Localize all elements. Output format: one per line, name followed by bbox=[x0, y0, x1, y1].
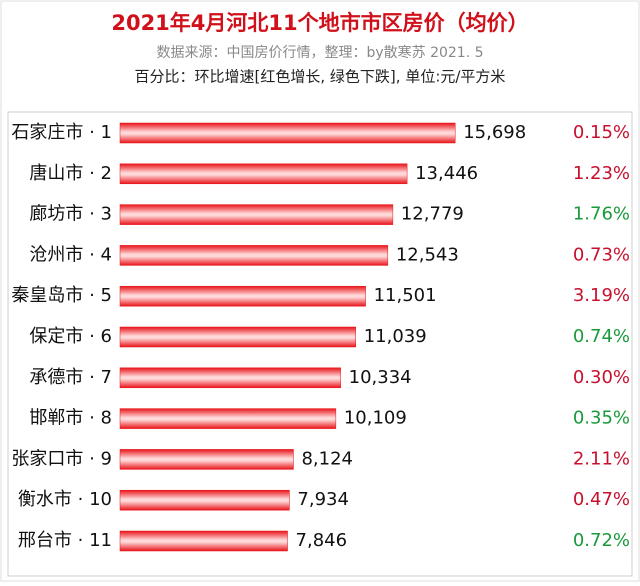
bar bbox=[119, 245, 389, 266]
category-label: 唐山市 · 2 bbox=[29, 163, 112, 184]
category-label: 沧州市 · 4 bbox=[29, 244, 112, 265]
change-label: 0.35% bbox=[573, 408, 630, 429]
value-label: 10,334 bbox=[349, 367, 412, 388]
value-label: 7,934 bbox=[297, 489, 349, 510]
plot-frame bbox=[7, 111, 633, 577]
category-label: 衡水市 · 10 bbox=[18, 489, 112, 510]
bar bbox=[119, 122, 456, 144]
bar bbox=[119, 489, 290, 511]
category-label: 邢台市 · 11 bbox=[18, 530, 112, 551]
value-label: 11,039 bbox=[364, 326, 427, 347]
bar bbox=[119, 449, 294, 470]
bar bbox=[119, 163, 408, 185]
change-label: 0.74% bbox=[573, 326, 630, 347]
change-label: 0.73% bbox=[573, 244, 630, 265]
bar bbox=[119, 285, 366, 307]
bar bbox=[119, 408, 337, 429]
bar bbox=[119, 204, 394, 225]
change-label: 3.19% bbox=[573, 285, 630, 306]
value-label: 13,446 bbox=[415, 163, 478, 184]
change-label: 0.72% bbox=[573, 530, 630, 551]
category-label: 邯郸市 · 8 bbox=[29, 408, 112, 429]
value-label: 12,543 bbox=[396, 244, 459, 265]
chart-note: 百分比：环比增速[红色增长, 绿色下跌], 单位:元/平方米 bbox=[135, 68, 506, 86]
category-label: 承德市 · 7 bbox=[29, 367, 112, 388]
change-label: 0.47% bbox=[573, 489, 630, 510]
category-label: 保定市 · 6 bbox=[29, 326, 112, 347]
value-label: 15,698 bbox=[463, 122, 526, 143]
category-label: 秦皇岛市 · 5 bbox=[11, 285, 112, 306]
category-label: 石家庄市 · 1 bbox=[11, 122, 112, 143]
value-label: 11,501 bbox=[374, 285, 437, 306]
change-label: 0.15% bbox=[573, 122, 630, 143]
value-label: 10,109 bbox=[344, 408, 407, 429]
category-label: 廊坊市 · 3 bbox=[29, 204, 112, 225]
value-label: 12,779 bbox=[401, 204, 464, 225]
value-label: 7,846 bbox=[296, 530, 348, 551]
category-label: 张家口市 · 9 bbox=[11, 448, 112, 469]
change-label: 1.76% bbox=[573, 204, 630, 225]
bar bbox=[119, 326, 356, 348]
bar bbox=[119, 367, 341, 389]
bar bbox=[119, 530, 288, 552]
change-label: 2.11% bbox=[573, 448, 630, 469]
change-label: 1.23% bbox=[573, 163, 630, 184]
chart-title: 2021年4月河北11个地市市区房价（均价） bbox=[111, 11, 528, 35]
chart-subtitle: 数据来源：中国房价行情，整理：by散寒苏 2021. 5 bbox=[156, 44, 483, 61]
change-label: 0.30% bbox=[573, 367, 630, 388]
value-label: 8,124 bbox=[301, 448, 353, 469]
